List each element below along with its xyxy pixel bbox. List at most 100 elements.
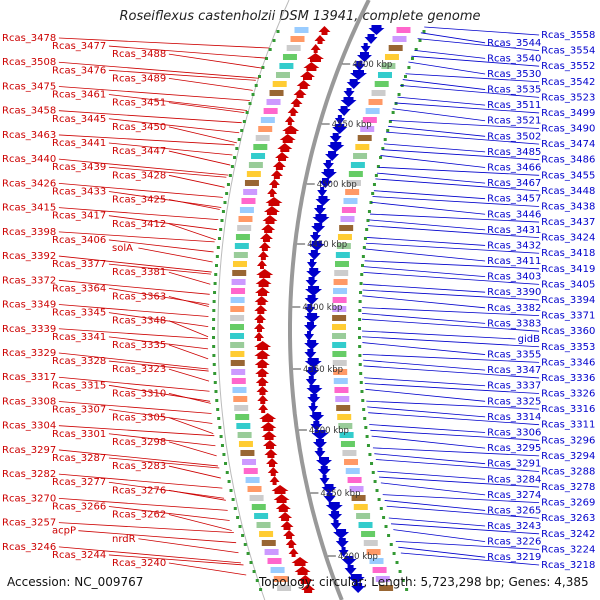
leader-line-left xyxy=(108,239,214,253)
leader-line-right xyxy=(379,476,540,488)
reverse-gene-arrow xyxy=(328,511,343,521)
feature-block xyxy=(339,225,354,231)
forward-gene-arrow xyxy=(291,557,309,566)
gene-label-left: Rcas_3475 xyxy=(2,81,56,92)
gc-mark xyxy=(220,444,224,447)
gene-label-left: Rcas_3287 xyxy=(52,453,106,464)
scale-label: 4600 kbp xyxy=(352,60,392,70)
reverse-gene-arrow xyxy=(304,340,320,350)
leader-line-left xyxy=(58,158,229,176)
gc-mark xyxy=(248,102,252,105)
leader-line-right xyxy=(405,73,540,83)
gc-mark xyxy=(368,453,372,456)
feature-block xyxy=(294,27,309,33)
gene-label-left: Rcas_3440 xyxy=(2,154,56,165)
gene-label-right: Rcas_3218 xyxy=(541,560,595,571)
leader-line-right xyxy=(393,529,486,543)
leader-line-right xyxy=(362,307,540,316)
gc-mark xyxy=(222,453,226,456)
feature-block xyxy=(365,108,380,114)
reverse-gene-arrow xyxy=(312,439,327,449)
gc-mark xyxy=(255,579,259,582)
gene-label-left: Rcas_3412 xyxy=(112,219,166,230)
gene-label-left: Rcas_3417 xyxy=(52,211,106,222)
gene-label-left: Rcas_3488 xyxy=(112,49,166,60)
scale-label: 4550 kbp xyxy=(332,120,372,130)
reverse-gene-arrow xyxy=(305,286,323,296)
reverse-gene-arrow xyxy=(346,79,361,89)
reverse-gene-arrow xyxy=(307,250,321,260)
gc-mark xyxy=(264,57,268,60)
gene-label-left: Rcas_3364 xyxy=(52,283,106,294)
gc-mark xyxy=(235,147,239,150)
leader-line-right xyxy=(391,523,540,535)
leader-line-left xyxy=(168,102,245,114)
gc-mark xyxy=(214,273,218,276)
gene-labels: Rcas_3478Rcas_3477Rcas_3488Rcas_3508Rcas… xyxy=(2,30,595,571)
feature-block xyxy=(251,153,266,159)
gene-label-right: Rcas_3336 xyxy=(541,373,595,384)
leader-line-left xyxy=(108,312,209,328)
leader-line-right xyxy=(369,424,486,433)
gc-mark xyxy=(407,66,411,69)
gene-label-right: Rcas_3326 xyxy=(541,389,595,400)
gene-label-right: Rcas_3242 xyxy=(541,529,595,540)
gene-label-left: Rcas_3266 xyxy=(52,501,106,512)
feature-block xyxy=(339,432,354,438)
forward-gene-arrow xyxy=(255,377,269,386)
gc-mark xyxy=(377,498,381,501)
gc-mark xyxy=(240,129,244,132)
gene-label-right: Rcas_3438 xyxy=(541,201,595,212)
forward-gene-arrow xyxy=(254,332,265,341)
forward-gene-arrow xyxy=(254,296,269,305)
forward-gene-arrow xyxy=(273,494,290,503)
gene-label-right: Rcas_3457 xyxy=(487,194,541,205)
reverse-gene-arrow xyxy=(332,124,348,134)
gene-label-left: solA xyxy=(112,243,133,254)
gene-label-left: Rcas_3439 xyxy=(52,162,106,173)
reverse-gene-arrow xyxy=(309,232,321,242)
gene-label-right: Rcas_3243 xyxy=(487,521,541,532)
gc-mark xyxy=(365,228,369,231)
gene-label-right: Rcas_3511 xyxy=(487,100,541,111)
forward-gene-arrow xyxy=(279,134,296,143)
gc-mark xyxy=(223,201,227,204)
gc-mark xyxy=(236,516,240,519)
gc-mark xyxy=(359,372,363,375)
reverse-gene-arrow xyxy=(314,448,326,458)
gc-mark xyxy=(358,327,362,330)
feature-block xyxy=(368,99,383,105)
leader-line-left xyxy=(168,465,221,479)
gene-label-left: Rcas_3277 xyxy=(52,477,106,488)
leader-line-left xyxy=(58,328,209,340)
feature-block xyxy=(260,117,275,123)
feature-block xyxy=(243,189,258,195)
leader-line-right xyxy=(400,552,540,566)
forward-gene-arrow xyxy=(303,62,320,71)
reverse-gene-arrow xyxy=(320,169,337,179)
forward-gene-arrow xyxy=(255,287,271,296)
gene-label-left: Rcas_3283 xyxy=(112,461,166,472)
gene-label-left: Rcas_3426 xyxy=(2,178,56,189)
leader-line-right xyxy=(374,453,486,465)
feature-block xyxy=(234,405,249,411)
forward-gene-arrow xyxy=(262,440,277,449)
forward-gene-arrow xyxy=(301,584,316,593)
feature-block xyxy=(230,315,245,321)
gene-label-left: Rcas_3372 xyxy=(2,275,56,286)
gene-label-right: Rcas_3288 xyxy=(541,466,595,477)
gene-label-right: Rcas_3278 xyxy=(541,482,595,493)
gc-mark xyxy=(233,507,237,510)
gene-label-left: acpP xyxy=(52,526,76,537)
leader-line-left xyxy=(168,126,237,144)
gc-mark xyxy=(272,39,276,42)
gc-mark xyxy=(386,129,390,132)
gc-mark xyxy=(362,246,366,249)
leader-line-left xyxy=(58,401,212,414)
gene-label-right: Rcas_3446 xyxy=(487,209,541,220)
forward-gene-arrow xyxy=(267,188,278,197)
leader-line-right xyxy=(367,225,540,239)
gc-mark xyxy=(362,408,366,411)
gene-label-right: Rcas_3418 xyxy=(541,248,595,259)
leader-line-left xyxy=(168,77,253,91)
